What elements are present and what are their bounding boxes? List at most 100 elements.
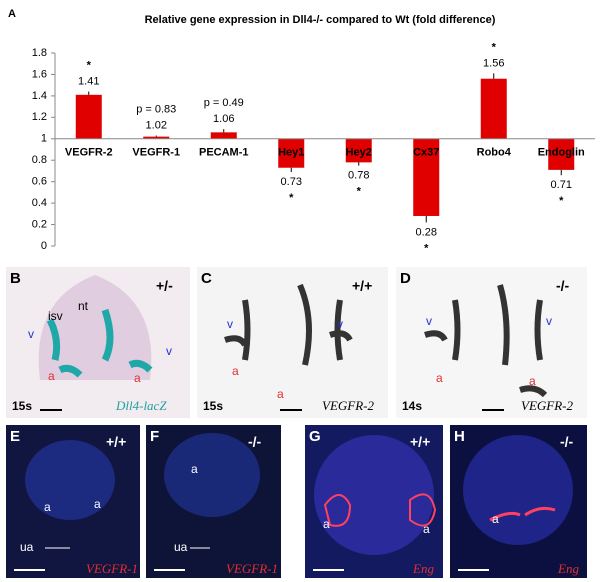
y-tick-label: 0.4 bbox=[32, 197, 47, 209]
panel-label: a bbox=[277, 387, 284, 401]
y-tick-label: 0 bbox=[41, 240, 47, 252]
panel-label: Dll4-lacZ bbox=[115, 398, 167, 413]
y-tick-label: 1.6 bbox=[32, 68, 47, 80]
annotation: * bbox=[357, 185, 362, 197]
panel-label: v bbox=[337, 317, 343, 331]
annotation: * bbox=[492, 41, 497, 53]
bar bbox=[345, 138, 372, 163]
panel-label: isv bbox=[48, 309, 63, 323]
x-tick-label: PECAM-1 bbox=[199, 147, 249, 159]
x-tick-label: Robo4 bbox=[477, 147, 512, 159]
panel-label: VEGFR-1 bbox=[226, 561, 278, 576]
y-tick-label: 1.4 bbox=[32, 90, 47, 102]
y-tick-label: 1.2 bbox=[32, 111, 47, 123]
value-label: 0.73 bbox=[281, 176, 302, 188]
panel-letter: F bbox=[150, 428, 159, 445]
tissue bbox=[25, 440, 115, 520]
panel-label: VEGFR-2 bbox=[521, 398, 573, 413]
tissue bbox=[164, 433, 260, 517]
stain bbox=[224, 283, 353, 366]
annotation: * bbox=[289, 192, 294, 204]
bar bbox=[278, 138, 305, 168]
panel-label: v bbox=[546, 314, 552, 328]
annotation: p = 0.83 bbox=[136, 103, 176, 115]
panel-label: v bbox=[426, 314, 432, 328]
stain bbox=[46, 308, 153, 378]
annotation: * bbox=[559, 195, 564, 207]
panel-label: a bbox=[323, 517, 330, 531]
x-tick-label: VEGFR-1 bbox=[132, 147, 180, 159]
panel-label: nt bbox=[78, 299, 89, 313]
panel-label: VEGFR-2 bbox=[322, 398, 374, 413]
panel-label: a bbox=[436, 371, 443, 385]
stain bbox=[323, 493, 437, 527]
value-label: 1.02 bbox=[146, 119, 167, 131]
tissue bbox=[38, 275, 152, 380]
panel-label: -/- bbox=[556, 278, 570, 294]
value-label: 1.06 bbox=[213, 113, 234, 125]
panel-label: a bbox=[529, 374, 536, 388]
panel-label: a bbox=[191, 462, 198, 476]
panel-label: +/+ bbox=[106, 434, 126, 450]
panel-label: ua bbox=[174, 540, 188, 554]
bar bbox=[548, 138, 575, 170]
panel-label: v bbox=[28, 327, 34, 341]
value-label: 1.56 bbox=[483, 57, 504, 69]
bar bbox=[480, 78, 507, 139]
y-tick-label: 0.6 bbox=[32, 176, 47, 188]
bar bbox=[413, 138, 440, 216]
panel-label: +/+ bbox=[410, 434, 430, 450]
value-label: 0.71 bbox=[551, 179, 572, 191]
panel-label: v bbox=[166, 344, 172, 358]
value-label: 1.41 bbox=[78, 76, 99, 88]
x-tick-label: Endoglin bbox=[538, 147, 585, 159]
image-c bbox=[197, 267, 388, 418]
panel-label: VEGFR-1 bbox=[86, 561, 138, 576]
annotation: * bbox=[424, 242, 429, 254]
panel-label: a bbox=[44, 500, 51, 514]
annotation: * bbox=[87, 60, 92, 72]
y-tick-label: 0.8 bbox=[32, 154, 47, 166]
value-label: 0.28 bbox=[416, 226, 437, 238]
panel-label: a bbox=[94, 497, 101, 511]
panel-label: 14s bbox=[402, 399, 422, 413]
stain bbox=[489, 506, 556, 522]
value-label: 0.78 bbox=[348, 169, 369, 181]
image-panels bbox=[6, 267, 587, 578]
panel-letter: H bbox=[454, 428, 465, 445]
panel-label: -/- bbox=[248, 434, 262, 450]
image-d bbox=[396, 267, 587, 418]
chart-title: Relative gene expression in Dll4-/- comp… bbox=[145, 14, 496, 26]
panel-label: Eng bbox=[557, 561, 579, 576]
panel-label: 15s bbox=[203, 399, 223, 413]
panel-letter: D bbox=[400, 270, 411, 287]
tissue bbox=[314, 435, 434, 555]
tissue bbox=[463, 435, 573, 545]
y-tick-label: 1 bbox=[41, 133, 47, 145]
panel-label: Eng bbox=[412, 561, 434, 576]
panel-letter: C bbox=[201, 270, 212, 287]
bar bbox=[143, 136, 170, 139]
panel-label: 15s bbox=[12, 399, 32, 413]
bar bbox=[210, 132, 237, 139]
x-tick-label: Hey2 bbox=[346, 147, 372, 159]
panel-label: a bbox=[134, 371, 141, 385]
panel-label: v bbox=[227, 317, 233, 331]
x-tick-label: Cx37 bbox=[413, 147, 439, 159]
x-tick-label: VEGFR-2 bbox=[65, 147, 113, 159]
panel-label: ua bbox=[20, 540, 34, 554]
panel-label: a bbox=[492, 512, 499, 526]
panel-label: a bbox=[232, 364, 239, 378]
panel-label: +/+ bbox=[352, 278, 372, 294]
y-tick-label: 1.8 bbox=[32, 47, 47, 59]
panel-letter: G bbox=[309, 428, 321, 445]
x-tick-label: Hey1 bbox=[278, 147, 304, 159]
panel-label: a bbox=[48, 369, 55, 383]
panel-letter: B bbox=[10, 270, 21, 287]
panel-letter: E bbox=[10, 428, 20, 445]
y-tick-label: 0.2 bbox=[32, 218, 47, 230]
annotation: p = 0.49 bbox=[204, 97, 244, 109]
panel-letter: A bbox=[8, 8, 16, 20]
panel-label: a bbox=[423, 522, 430, 536]
